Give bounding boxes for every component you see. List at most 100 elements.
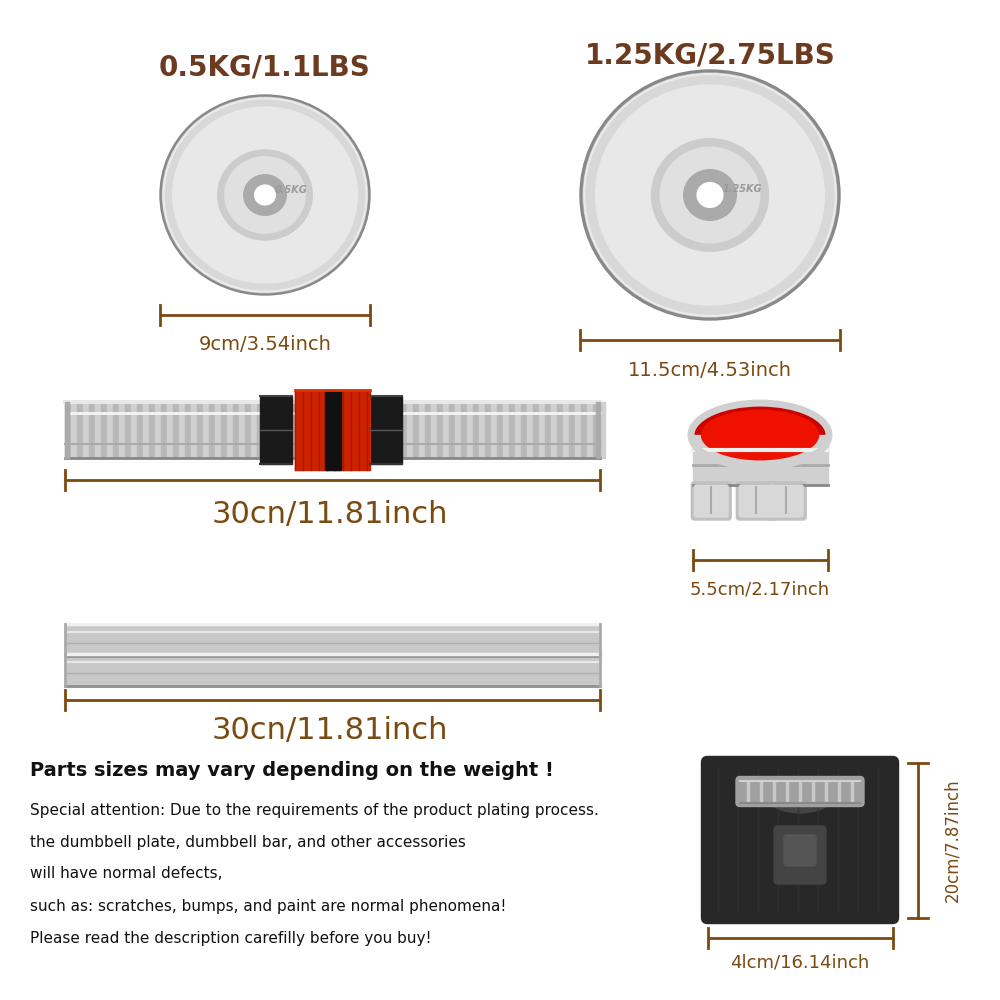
Bar [419, 402, 425, 458]
Bar [539, 402, 545, 458]
Bar [365, 402, 371, 458]
Bar [113, 402, 119, 458]
Bar [245, 402, 251, 458]
Text: 30cn/11.81inch: 30cn/11.81inch [212, 500, 448, 530]
Bar [461, 402, 467, 458]
Text: 0.5KG/1.1LBS: 0.5KG/1.1LBS [159, 54, 371, 82]
Bar [503, 402, 509, 458]
Bar [324, 390, 340, 470]
Ellipse shape [702, 410, 818, 460]
Bar [263, 402, 269, 458]
Bar [557, 402, 563, 458]
Bar [155, 402, 161, 458]
Bar [227, 402, 233, 458]
Bar [545, 402, 551, 458]
Bar [485, 402, 491, 458]
Bar [491, 402, 497, 458]
Ellipse shape [173, 107, 357, 283]
FancyBboxPatch shape [702, 756, 898, 924]
Bar [119, 402, 125, 458]
Bar [89, 402, 95, 458]
Text: 4lcm/16.14inch: 4lcm/16.14inch [730, 954, 870, 972]
Bar [353, 402, 359, 458]
Bar [275, 402, 281, 458]
Bar [370, 396, 402, 464]
Ellipse shape [584, 74, 836, 316]
Bar [329, 402, 335, 458]
Text: Special attention: Due to the requirements of the product plating process.: Special attention: Due to the requiremen… [30, 802, 599, 818]
Bar [323, 402, 329, 458]
Bar [295, 390, 370, 470]
Bar [107, 402, 113, 458]
Bar [95, 402, 101, 458]
Bar [563, 402, 569, 458]
FancyBboxPatch shape [736, 482, 776, 520]
Bar [521, 402, 527, 458]
FancyBboxPatch shape [691, 482, 731, 520]
Bar [359, 402, 365, 458]
Bar [71, 402, 77, 458]
Bar [383, 402, 389, 458]
Ellipse shape [255, 185, 275, 205]
Text: Please read the description carefilly before you buy!: Please read the description carefilly be… [30, 930, 432, 946]
Bar [215, 402, 221, 458]
Bar [437, 402, 443, 458]
Text: 30cn/11.81inch: 30cn/11.81inch [212, 716, 448, 744]
Bar [311, 402, 317, 458]
Bar [431, 402, 437, 458]
Bar [305, 402, 311, 458]
FancyBboxPatch shape [784, 835, 816, 866]
Text: will have normal defects,: will have normal defects, [30, 866, 222, 882]
Bar [239, 402, 245, 458]
Bar [533, 402, 539, 458]
Bar [692, 435, 828, 485]
Ellipse shape [163, 98, 367, 292]
Bar [407, 402, 413, 458]
Text: 1.25KG/2.75LBS: 1.25KG/2.75LBS [585, 41, 835, 69]
Bar [515, 402, 521, 458]
Bar [599, 402, 605, 458]
FancyBboxPatch shape [736, 776, 864, 806]
Bar [125, 402, 131, 458]
Bar [161, 402, 167, 458]
Text: 1.25KG: 1.25KG [723, 184, 762, 194]
Ellipse shape [580, 70, 840, 320]
Bar [65, 624, 600, 656]
Bar [197, 402, 203, 458]
Text: 5.5cm/2.17inch: 5.5cm/2.17inch [690, 581, 830, 599]
Ellipse shape [596, 85, 824, 305]
Text: Parts sizes may vary depending on the weight !: Parts sizes may vary depending on the we… [30, 760, 554, 780]
FancyBboxPatch shape [769, 485, 803, 517]
Text: 0.5KG: 0.5KG [275, 185, 308, 195]
Bar [191, 402, 197, 458]
Bar [233, 402, 239, 458]
Ellipse shape [225, 157, 305, 233]
Bar [131, 402, 137, 458]
Bar [413, 402, 419, 458]
Bar [569, 402, 575, 458]
Bar [101, 402, 107, 458]
Bar [257, 402, 263, 458]
Bar [389, 402, 395, 458]
Bar [551, 402, 557, 458]
Bar [209, 402, 215, 458]
Text: such as: scratches, bumps, and paint are normal phenomena!: such as: scratches, bumps, and paint are… [30, 898, 506, 914]
FancyBboxPatch shape [739, 485, 773, 517]
Bar [65, 654, 600, 686]
Ellipse shape [652, 139, 768, 251]
FancyBboxPatch shape [774, 826, 826, 884]
Bar [149, 402, 155, 458]
Bar [260, 396, 292, 464]
FancyBboxPatch shape [694, 485, 728, 517]
Bar [377, 402, 383, 458]
Ellipse shape [160, 95, 370, 295]
Bar [473, 402, 479, 458]
Bar [179, 402, 185, 458]
Bar [287, 402, 293, 458]
Bar [251, 402, 257, 458]
Text: 20cm/7.87inch: 20cm/7.87inch [944, 778, 962, 902]
Ellipse shape [660, 147, 760, 243]
Bar [509, 402, 515, 458]
Bar [467, 402, 473, 458]
Ellipse shape [218, 150, 312, 240]
